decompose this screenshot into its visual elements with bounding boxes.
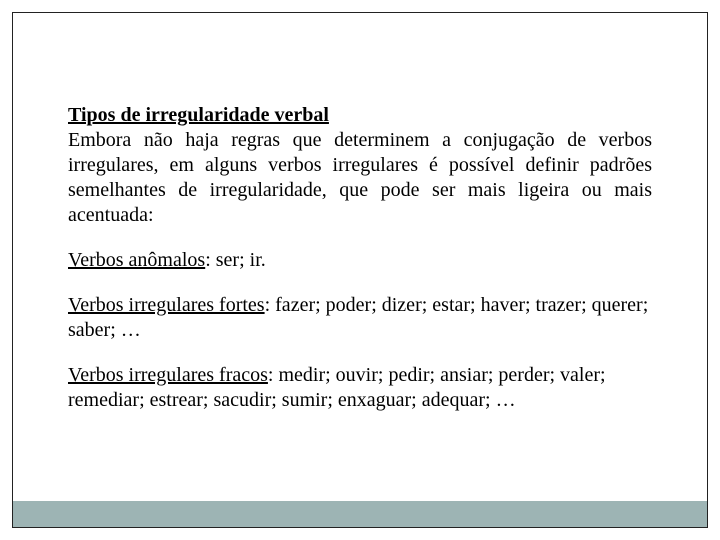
intro-text: Embora não haja regras que determinem a … — [68, 129, 652, 226]
entry-anomalos: Verbos anômalos: ser; ir. — [68, 248, 652, 273]
slide-content: Tipos de irregularidade verbal Embora nã… — [68, 103, 652, 433]
entry-text: : ser; ir. — [205, 249, 266, 271]
slide-frame: Tipos de irregularidade verbal Embora nã… — [12, 12, 708, 528]
entry-irregulares-fortes: Verbos irregulares fortes: fazer; poder;… — [68, 293, 652, 343]
entry-label: Verbos irregulares fracos — [68, 364, 268, 386]
intro-paragraph: Tipos de irregularidade verbal Embora nã… — [68, 103, 652, 228]
entry-label: Verbos anômalos — [68, 249, 205, 271]
slide-heading: Tipos de irregularidade verbal — [68, 104, 329, 126]
entry-label: Verbos irregulares fortes — [68, 294, 265, 316]
entry-irregulares-fracos: Verbos irregulares fracos: medir; ouvir;… — [68, 363, 652, 413]
bottom-accent-bar — [13, 501, 707, 527]
